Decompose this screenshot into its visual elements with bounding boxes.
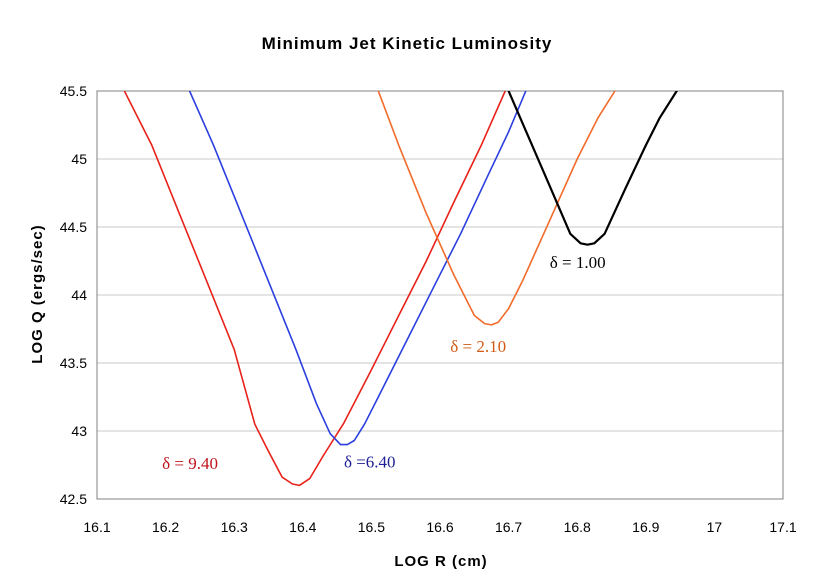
y-tick-label: 45 <box>71 151 87 167</box>
chart-title: Minimum Jet Kinetic Luminosity <box>262 34 553 53</box>
y-axis-label: LOG Q (ergs/sec) <box>29 224 46 363</box>
series-line-2 <box>377 91 616 326</box>
x-tick-label: 17.1 <box>769 519 796 535</box>
x-tick-label: 16.2 <box>152 519 179 535</box>
grid-lines <box>96 90 784 500</box>
y-tick-label: 43.5 <box>60 355 87 371</box>
tick-labels: 16.1 16.2 16.3 16.4 16.5 16.6 16.7 16.8 16.9 17 17… <box>60 83 797 535</box>
series-label-0: δ = 9.40 <box>162 454 218 473</box>
series-line-1 <box>188 91 527 446</box>
x-tick-label: 16.4 <box>289 519 316 535</box>
plot-frame <box>96 90 784 500</box>
y-tick-label: 44.5 <box>60 219 87 235</box>
series-label-1: δ =6.40 <box>344 453 396 472</box>
y-tick-label: 43 <box>71 423 87 439</box>
series-line-0 <box>123 91 507 487</box>
x-axis-label: LOG R (cm) <box>394 553 487 570</box>
x-tick-label: 16.5 <box>358 519 385 535</box>
series-labels: δ = 9.40 δ =6.40 δ = 2.10 δ = 1.00 <box>162 253 605 473</box>
x-tick-label: 17 <box>707 519 723 535</box>
series-line-3 <box>507 91 678 246</box>
series-lines <box>123 91 678 487</box>
x-tick-label: 16.3 <box>221 519 248 535</box>
series-label-2: δ = 2.10 <box>450 337 506 356</box>
x-tick-label: 16.9 <box>632 519 659 535</box>
y-tick-label: 42.5 <box>60 491 87 507</box>
x-tick-label: 16.8 <box>564 519 591 535</box>
y-tick-label: 45.5 <box>60 83 87 99</box>
y-tick-label: 44 <box>71 287 87 303</box>
x-tick-label: 16.1 <box>83 519 110 535</box>
series-label-3: δ = 1.00 <box>550 253 606 272</box>
x-tick-label: 16.6 <box>426 519 453 535</box>
x-tick-label: 16.7 <box>495 519 522 535</box>
